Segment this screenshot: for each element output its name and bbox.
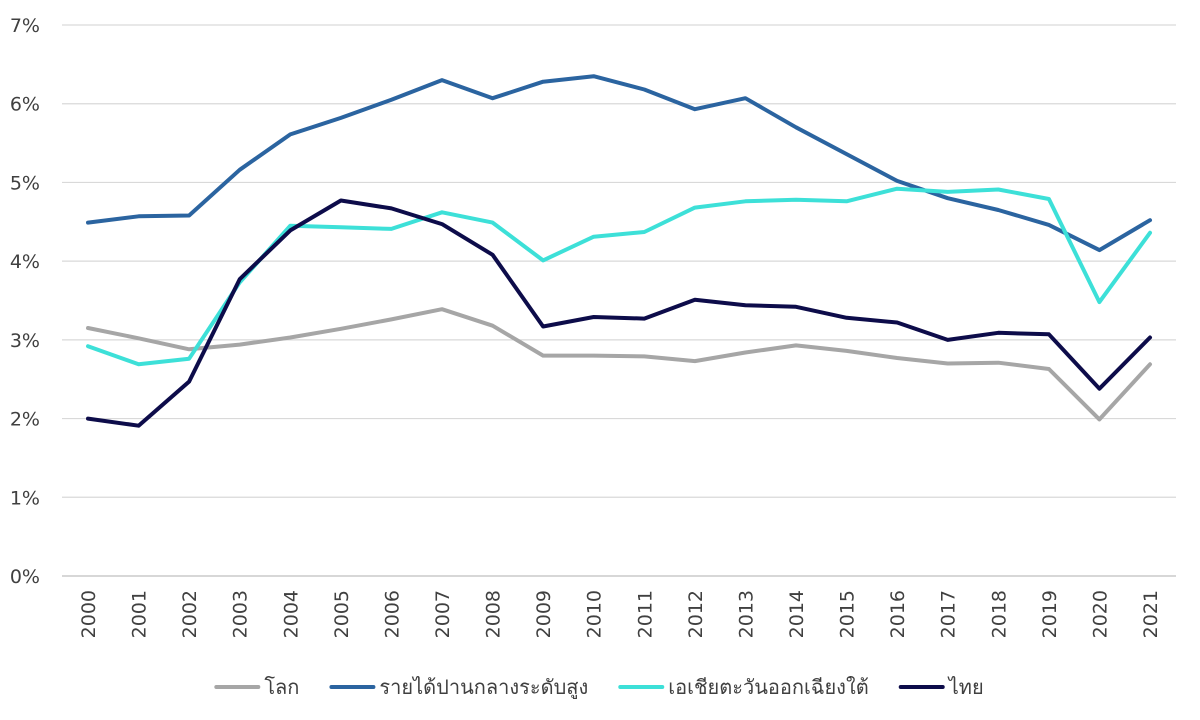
x-tick-label: 2019: [1039, 590, 1061, 638]
y-tick-label: 1%: [10, 487, 40, 509]
y-axis-ticks: 0% 1% 2% 3% 4% 5% 6% 7%: [10, 15, 40, 588]
y-tick-label: 4%: [10, 251, 40, 273]
y-tick-label: 6%: [10, 94, 40, 116]
series-line-1: [86, 74, 1152, 253]
series-line-3: [86, 198, 1152, 428]
legend-label-1: รายได้ปานกลางระดับสูง: [379, 675, 588, 700]
x-tick-label: 2017: [938, 590, 960, 638]
y-tick-label: 2%: [10, 409, 40, 431]
x-tick-label: 2011: [634, 590, 656, 638]
y-tick-label: 0%: [10, 566, 40, 588]
x-tick-label: 2002: [179, 590, 201, 638]
series-line-0: [86, 307, 1152, 422]
x-tick-label: 2020: [1089, 590, 1111, 638]
x-tick-label: 2018: [988, 590, 1010, 638]
x-tick-label: 2008: [483, 590, 505, 638]
legend-label-3: ไทย: [947, 675, 984, 699]
x-tick-label: 2021: [1140, 590, 1162, 638]
y-tick-label: 5%: [10, 172, 40, 194]
x-tick-label: 2000: [78, 590, 100, 638]
x-tick-label: 2013: [735, 590, 757, 638]
x-tick-label: 2016: [887, 590, 909, 638]
x-tick-label: 2014: [786, 590, 808, 638]
series-lines: [86, 74, 1152, 428]
gridlines: [62, 24, 1176, 577]
x-tick-label: 2015: [837, 590, 859, 638]
y-tick-label: 7%: [10, 15, 40, 37]
x-tick-label: 2004: [280, 590, 302, 638]
x-axis-ticks: 2000 2001 2002 2003 2004 2005 2006 2007 2008 2009…: [78, 590, 1162, 638]
x-tick-label: 2001: [129, 590, 151, 638]
x-tick-label: 2003: [230, 590, 252, 638]
x-tick-label: 2010: [584, 590, 606, 638]
series-line-2: [86, 186, 1152, 367]
x-tick-label: 2006: [381, 590, 403, 638]
x-tick-label: 2007: [432, 590, 454, 638]
x-tick-label: 2005: [331, 590, 353, 638]
x-tick-label: 2012: [685, 590, 707, 638]
y-tick-label: 3%: [10, 330, 40, 352]
legend: โลก รายได้ปานกลางระดับสูง เอเชียตะวันออกเฉ…: [214, 675, 984, 700]
x-tick-label: 2009: [533, 590, 555, 638]
legend-label-2: เอเชียตะวันออกเฉียงใต้: [668, 675, 868, 699]
legend-label-0: โลก: [264, 675, 299, 699]
